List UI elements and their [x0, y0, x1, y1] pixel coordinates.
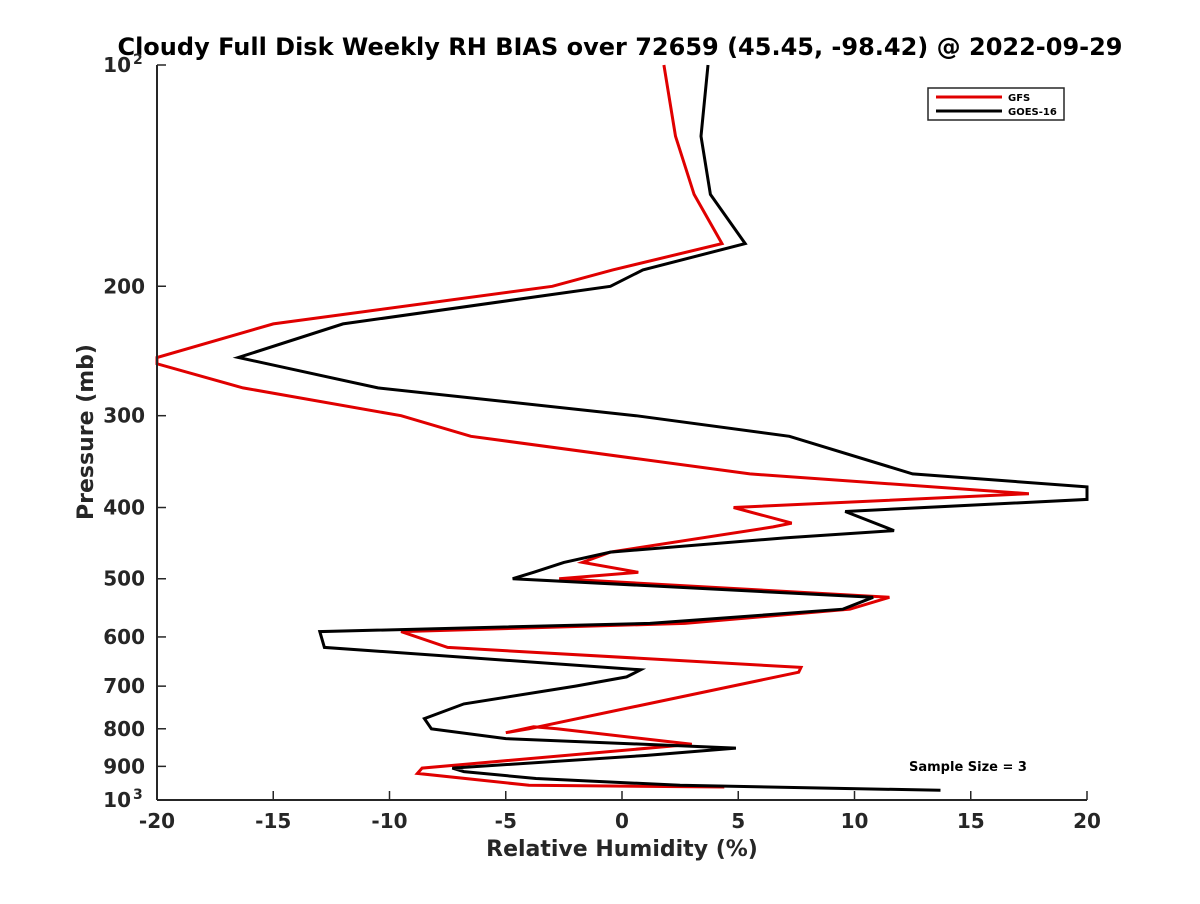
x-tick-label: 0 [615, 809, 629, 833]
x-tick-label: 15 [957, 809, 985, 833]
x-ticks: -20 -15 -10 -5 0 5 10 15 20 [139, 791, 1101, 833]
chart-title: Cloudy Full Disk Weekly RH BIAS over 726… [117, 33, 1122, 61]
series-line-goes-16 [232, 64, 1089, 792]
y-tick-label: 10 [103, 53, 131, 77]
x-axis-label: Relative Humidity (%) [486, 837, 758, 862]
y-tick-label: 800 [103, 717, 145, 741]
y-tick-label: 200 [103, 274, 145, 298]
y-tick-label: 10 [103, 788, 131, 812]
x-tick-label: 5 [731, 809, 745, 833]
y-tick-label: 400 [103, 496, 145, 520]
y-tick-label: 700 [103, 674, 145, 698]
plot-frame [157, 65, 1087, 800]
legend-box [927, 87, 1065, 121]
x-tick-label: -20 [139, 809, 175, 833]
x-tick-label: -5 [495, 809, 517, 833]
sample-size-annotation: Sample Size = 3 [909, 760, 1027, 775]
y-tick-label: 300 [103, 404, 145, 428]
legend-label: GFS [1008, 93, 1030, 104]
x-tick-label: -15 [255, 809, 291, 833]
y-tick-label: 900 [103, 754, 145, 778]
legend: GFS GOES-16 [927, 87, 1065, 121]
y-tick-label: 600 [103, 625, 145, 649]
legend-items: GFS GOES-16 [936, 93, 1057, 118]
x-tick-label: 20 [1073, 809, 1101, 833]
y-tick-exponent: 3 [133, 787, 143, 803]
x-tick-label: -10 [371, 809, 407, 833]
y-tick-exponent: 2 [133, 52, 143, 68]
series-line-gfs [155, 64, 1030, 789]
y-axis-label: Pressure (mb) [74, 344, 99, 520]
legend-label: GOES-16 [1008, 107, 1057, 118]
x-tick-label: 10 [841, 809, 869, 833]
series-layer [155, 64, 1089, 792]
y-tick-label: 500 [103, 567, 145, 591]
